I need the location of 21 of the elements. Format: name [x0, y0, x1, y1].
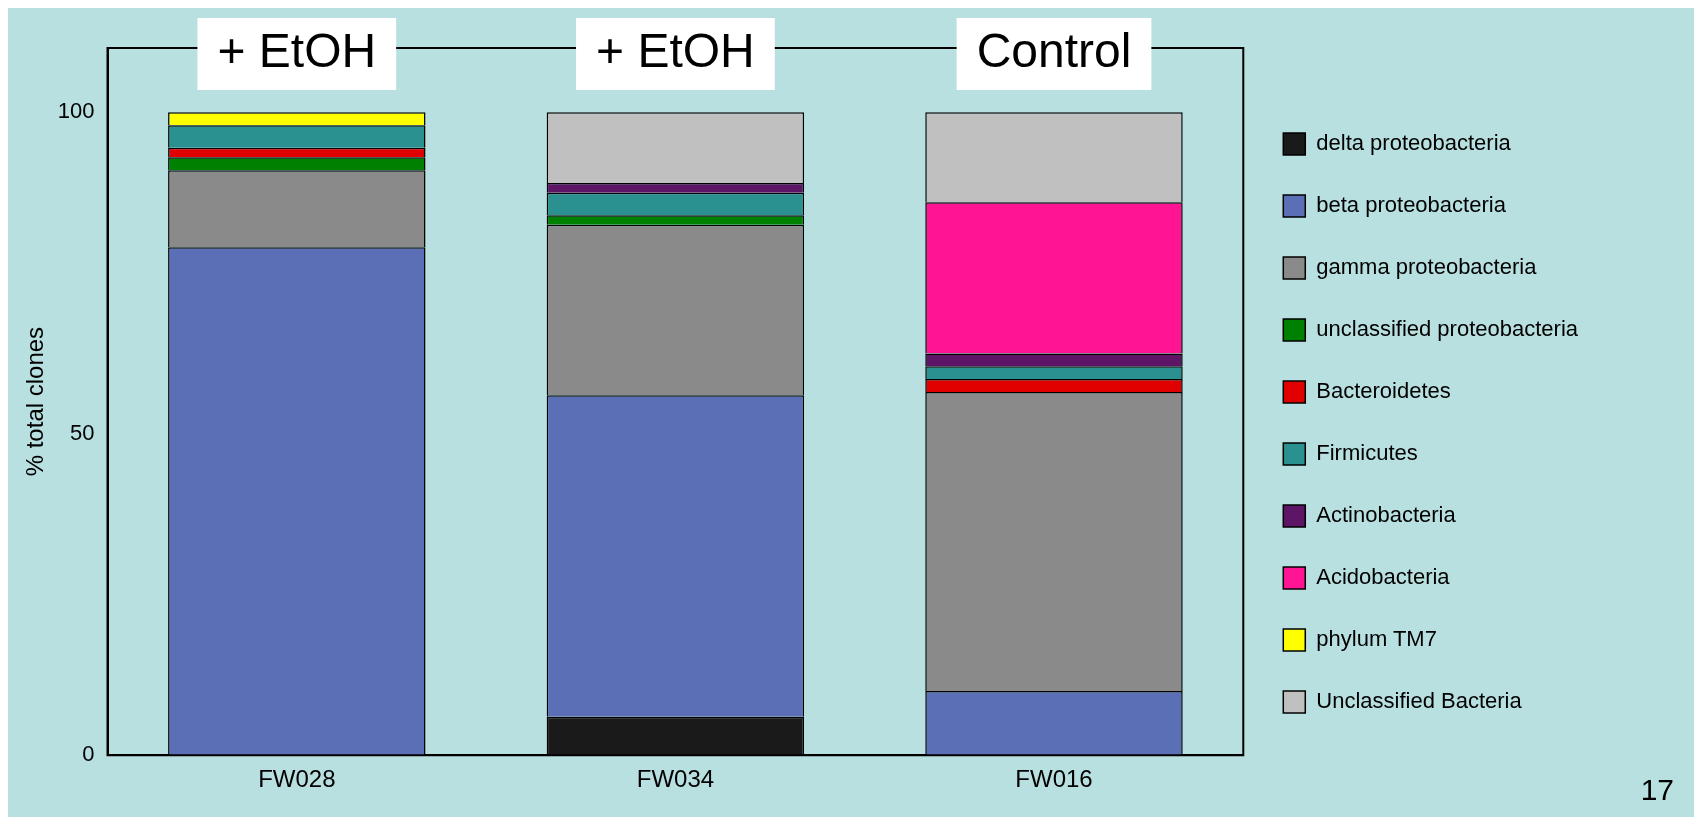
legend-label: gamma proteobacteria [1316, 254, 1538, 280]
annotation: Control [976, 24, 1132, 78]
annotation: + EtOH [217, 24, 377, 78]
y-tick-label: 50 [70, 419, 95, 445]
annotation: + EtOH [596, 24, 755, 78]
x-tick-label: FW028 [258, 765, 336, 793]
text: 17 [1640, 773, 1674, 807]
y-tick-label: 0 [82, 741, 95, 767]
legend-label: phylum TM7 [1316, 626, 1437, 652]
legend-label: delta proteobacteria [1316, 130, 1512, 156]
legend-label: Acidobacteria [1316, 564, 1451, 590]
legend-label: Actinobacteria [1316, 502, 1457, 528]
legend-label: unclassified proteobacteria [1316, 316, 1579, 342]
legend-label: Firmicutes [1316, 440, 1418, 466]
legend-label: beta proteobacteria [1316, 192, 1507, 218]
y-tick-label: 100 [57, 98, 95, 124]
legend-label: Bacteroidetes [1316, 378, 1451, 404]
legend-label: Unclassified Bacteria [1316, 688, 1523, 714]
y-axis-title: % total clones [21, 326, 49, 477]
x-tick-label: FW034 [636, 765, 715, 793]
x-tick-label: FW016 [1015, 765, 1093, 793]
